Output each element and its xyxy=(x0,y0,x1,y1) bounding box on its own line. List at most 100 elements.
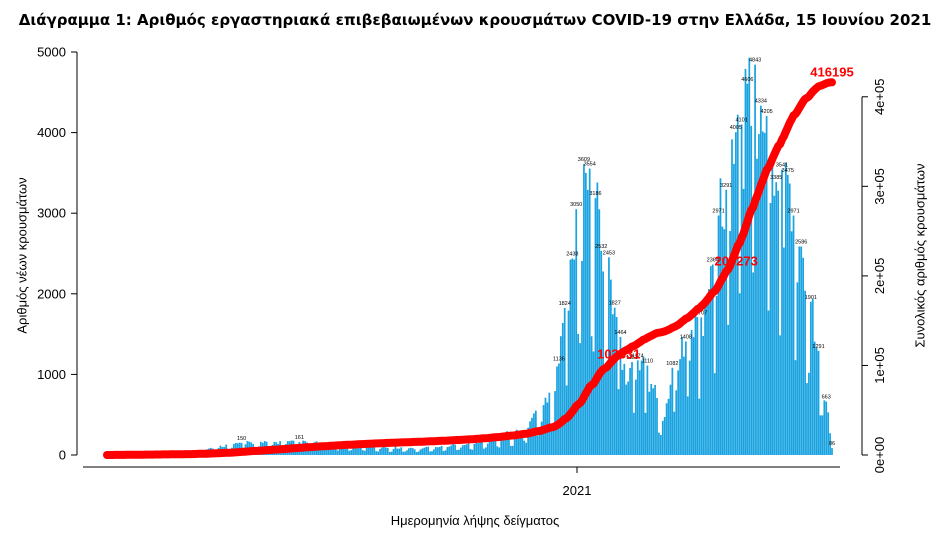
bar xyxy=(500,440,503,455)
bar xyxy=(398,448,401,455)
bar xyxy=(658,432,660,455)
bar xyxy=(742,188,745,455)
bar xyxy=(734,132,737,455)
bar xyxy=(556,366,558,455)
bar xyxy=(709,266,712,455)
bar xyxy=(677,370,680,455)
bar-value-label: 2532 xyxy=(595,244,607,250)
bar xyxy=(504,437,506,455)
bar xyxy=(769,203,772,455)
y-tick-label-right: 1e+05 xyxy=(872,347,887,384)
bar xyxy=(617,389,620,455)
bar xyxy=(567,310,570,455)
bar xyxy=(825,401,828,455)
bar xyxy=(358,446,360,455)
bar xyxy=(475,442,478,455)
bar xyxy=(675,390,678,455)
bar xyxy=(308,448,310,455)
bar xyxy=(525,442,528,455)
y-tick-label-left: 5000 xyxy=(37,45,66,60)
bar xyxy=(536,435,539,455)
bar xyxy=(373,447,376,455)
bar-value-label: 150 xyxy=(237,436,246,442)
bar xyxy=(738,293,741,455)
bar-value-label: 4205 xyxy=(760,109,772,115)
bar xyxy=(529,421,531,455)
bar xyxy=(669,384,672,455)
y-tick-label-left: 3000 xyxy=(37,206,66,221)
bar xyxy=(792,215,795,455)
bar xyxy=(725,189,728,455)
bar xyxy=(806,383,808,455)
bar xyxy=(633,412,635,455)
bar xyxy=(581,260,583,455)
bar-value-label: 3291 xyxy=(720,183,732,189)
bar xyxy=(821,415,824,455)
bar xyxy=(527,427,530,455)
bar-value-label: 1082 xyxy=(666,361,678,367)
bar xyxy=(667,398,670,455)
bar xyxy=(471,449,474,455)
bar xyxy=(694,315,697,455)
bar xyxy=(808,372,810,455)
bar xyxy=(381,447,383,455)
bar xyxy=(665,403,668,455)
bar xyxy=(759,105,762,456)
bar xyxy=(569,259,572,455)
bar xyxy=(492,435,495,455)
bar xyxy=(681,336,683,455)
bar xyxy=(309,449,312,455)
bar xyxy=(552,425,555,455)
bar xyxy=(490,437,493,455)
y-tick-label-left: 4000 xyxy=(37,125,66,140)
bar xyxy=(606,368,608,455)
bar xyxy=(444,450,447,455)
bar xyxy=(513,435,516,455)
bar xyxy=(619,337,622,455)
bar-value-label: 1827 xyxy=(609,301,621,307)
bar xyxy=(386,447,389,455)
bar xyxy=(404,451,406,455)
bar xyxy=(561,322,564,455)
bar xyxy=(644,412,647,455)
bar xyxy=(765,116,768,455)
bar xyxy=(723,229,726,455)
bar-value-label: 1707 xyxy=(695,310,707,316)
cumulative-annotation: 416195 xyxy=(810,64,853,79)
bar xyxy=(354,444,356,455)
bar xyxy=(383,445,385,455)
bar xyxy=(390,451,393,455)
bar xyxy=(538,434,541,455)
bar xyxy=(427,446,430,455)
bar xyxy=(350,450,353,455)
bar xyxy=(656,398,658,455)
cumulative-annotation: 103331 xyxy=(597,347,640,362)
bar xyxy=(798,246,801,455)
bar xyxy=(450,445,453,455)
bar xyxy=(521,432,524,455)
bar xyxy=(690,330,693,455)
bar xyxy=(819,415,822,455)
bar xyxy=(400,447,403,455)
bar xyxy=(586,189,589,455)
bar xyxy=(575,209,578,455)
bar xyxy=(671,367,674,455)
bar xyxy=(550,426,553,455)
bar xyxy=(746,83,749,455)
bar-value-label: 2971 xyxy=(787,209,799,215)
bar xyxy=(721,226,724,455)
bar xyxy=(684,341,687,455)
bar xyxy=(488,438,491,455)
bar xyxy=(688,360,691,455)
bar xyxy=(638,370,641,455)
bar-value-label: 4606 xyxy=(741,77,753,83)
bar xyxy=(409,447,412,455)
bar xyxy=(704,305,706,455)
bar xyxy=(613,307,616,455)
bar xyxy=(706,294,708,455)
bar xyxy=(429,451,431,455)
cumulative-line-series xyxy=(103,78,836,459)
bar xyxy=(646,365,649,455)
bar xyxy=(627,381,630,455)
